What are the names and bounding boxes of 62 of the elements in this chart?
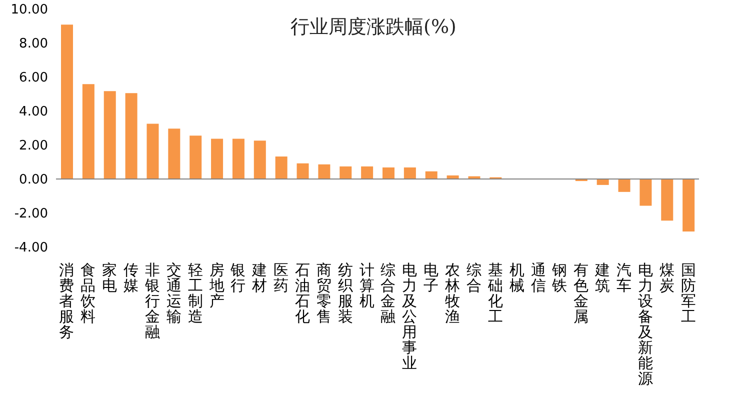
y-tick-label: 10.00 <box>10 2 48 18</box>
x-tick-label: 消费者服务 <box>59 261 74 341</box>
x-tick-label: 煤炭 <box>659 261 674 294</box>
chart-title: 行业周度涨跌幅(%) <box>290 16 456 38</box>
bar <box>190 136 202 179</box>
x-tick-label: 农林牧渔 <box>444 261 460 326</box>
bar <box>168 128 180 179</box>
bar <box>361 166 374 179</box>
x-tick-label: 非银行金融 <box>144 261 160 341</box>
bar <box>232 138 244 179</box>
x-tick-label: 计算机 <box>359 261 374 310</box>
bar <box>275 156 288 179</box>
x-tick-label: 建筑 <box>594 261 610 294</box>
x-tick-label: 石油石化 <box>294 261 310 326</box>
x-tick-label: 建材 <box>251 261 268 294</box>
x-tick-label: 国防军工 <box>680 261 696 326</box>
bar <box>82 84 94 179</box>
x-tick-label: 电力设备及新能源 <box>638 261 653 388</box>
x-tick-label: 综合 <box>466 261 482 294</box>
bar <box>340 166 352 179</box>
bar <box>425 171 438 179</box>
x-tick-label: 银行 <box>230 261 246 294</box>
x-tick-label: 基础化工 <box>486 261 503 326</box>
bar <box>125 93 138 179</box>
x-tick-label: 汽车 <box>616 261 632 294</box>
bar <box>296 163 309 179</box>
bar <box>382 167 394 179</box>
x-tick-label: 交通运输 <box>166 261 182 326</box>
y-tick-label: 8.00 <box>19 36 48 52</box>
bar <box>211 138 224 179</box>
y-tick-label: -2.00 <box>14 206 48 222</box>
bar <box>682 179 695 232</box>
x-tick-label: 食品饮料 <box>80 261 96 326</box>
x-tick-label: 商贸零售 <box>316 261 332 326</box>
bar <box>640 179 652 206</box>
x-tick-label: 有色金属 <box>574 261 589 326</box>
bar <box>61 24 73 179</box>
x-tick-label: 电力及公用事业 <box>402 261 418 372</box>
x-tick-label: 家电 <box>102 261 118 294</box>
y-tick-label: 2.00 <box>19 138 48 154</box>
y-tick-label: 0.00 <box>19 172 48 188</box>
x-tick-label: 传媒 <box>124 261 139 294</box>
x-tick-label: 医药 <box>274 261 289 294</box>
bar <box>661 179 674 221</box>
bar <box>596 179 609 185</box>
x-tick-label: 通信 <box>530 261 546 294</box>
y-tick-label: -4.00 <box>14 240 48 256</box>
y-tick-label: 4.00 <box>19 104 48 120</box>
x-tick-label: 综合金融 <box>380 261 396 326</box>
bar <box>146 124 159 179</box>
bar <box>104 91 116 179</box>
bar <box>318 164 330 179</box>
x-tick-label: 钢铁 <box>551 261 568 294</box>
bar <box>404 167 416 179</box>
x-tick-label: 电子 <box>424 261 439 294</box>
x-tick-label: 轻工制造 <box>188 261 203 326</box>
y-tick-label: 6.00 <box>19 70 48 86</box>
bar <box>254 140 266 179</box>
bar <box>618 179 630 192</box>
x-tick-label: 纺织服装 <box>338 261 353 326</box>
x-tick-label: 房地产 <box>208 261 224 310</box>
x-tick-label: 机械 <box>509 261 524 294</box>
